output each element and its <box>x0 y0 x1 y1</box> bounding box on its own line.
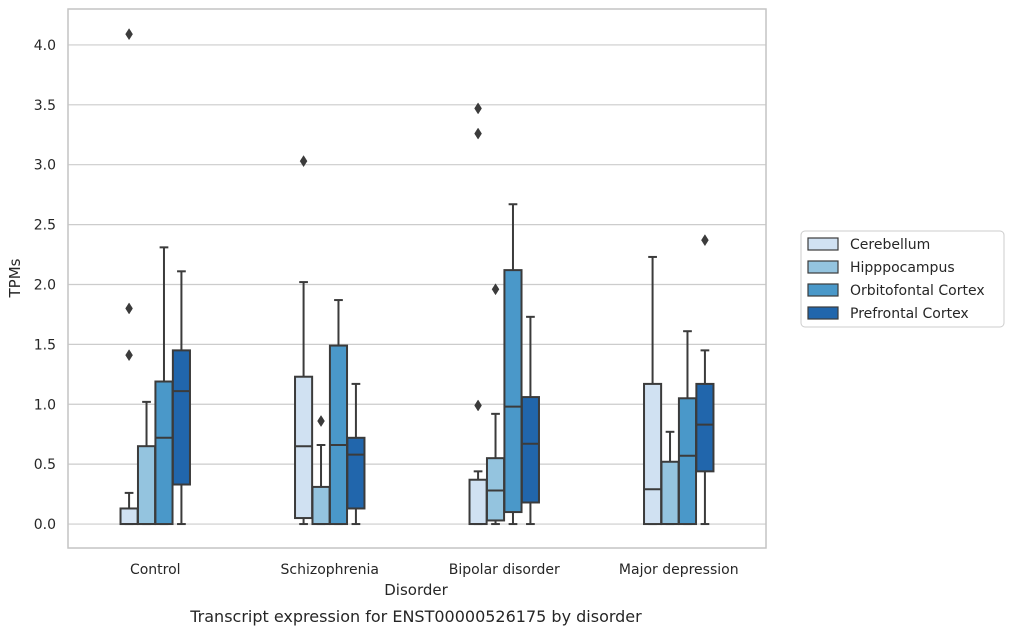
box-plot <box>695 234 715 526</box>
y-tick-label: 1.0 <box>34 397 56 413</box>
box <box>520 396 540 504</box>
x-tick-label: Control <box>130 562 181 578</box>
legend-label: Hipppocampus <box>850 260 955 276</box>
y-axis-ticks: 0.0 0.5 1.0 1.5 2.0 2.5 3.0 3.5 4.0 <box>34 38 56 533</box>
box-plot <box>154 246 174 526</box>
box-plot <box>294 155 314 526</box>
box <box>468 478 488 526</box>
legend-swatch <box>807 283 839 297</box>
box-plot <box>677 330 698 526</box>
box <box>643 382 663 526</box>
y-tick-label: 3.5 <box>34 98 56 114</box>
box <box>328 344 349 526</box>
outlier-point <box>474 399 482 412</box>
legend-label: Orbitofontal Cortex <box>850 283 985 299</box>
legend-label: Cerebellum <box>850 237 930 253</box>
outlier-point <box>474 127 482 140</box>
box-plot <box>643 255 663 526</box>
outlier-point <box>701 234 709 247</box>
y-tick-label: 3.0 <box>34 158 56 174</box>
box <box>695 382 715 473</box>
axes-frame <box>67 8 767 549</box>
x-tick-label: Schizophrenia <box>281 562 379 578</box>
box <box>346 436 366 510</box>
box-plot <box>119 28 139 526</box>
x-axis-label: Disorder <box>384 581 448 599</box>
box <box>119 507 139 526</box>
box <box>294 375 314 520</box>
box <box>136 445 157 526</box>
box-plot <box>171 270 191 526</box>
box-plot <box>328 299 349 526</box>
legend-label: Prefrontal Cortex <box>850 306 969 322</box>
box <box>311 485 331 526</box>
y-tick-label: 0.0 <box>34 517 56 533</box>
legend-swatch <box>807 306 839 320</box>
y-tick-label: 0.5 <box>34 457 56 473</box>
box <box>660 460 680 526</box>
box <box>677 397 698 526</box>
box <box>503 269 523 514</box>
x-axis-ticks: Control Schizophrenia Bipolar disorder Majo… <box>130 562 739 578</box>
box-plot <box>311 415 331 526</box>
outlier-point <box>299 155 308 168</box>
box-plot <box>503 203 523 526</box>
y-tick-label: 2.5 <box>34 218 56 234</box>
box-plot <box>468 102 488 526</box>
box <box>154 380 174 526</box>
legend: Cerebellum Hipppocampus Orbitofontal Corte… <box>800 230 1005 328</box>
box <box>171 349 191 486</box>
legend-swatch <box>807 260 839 274</box>
box-plot <box>346 382 366 526</box>
y-tick-label: 2.0 <box>34 277 56 293</box>
y-axis-label: TPMs <box>6 258 24 298</box>
outlier-point <box>125 302 133 315</box>
outlier-point <box>125 349 133 362</box>
box <box>485 457 506 522</box>
outlier-point <box>317 415 325 428</box>
x-tick-label: Bipolar disorder <box>449 562 560 578</box>
chart-caption: Transcript expression for ENST0000052617… <box>189 607 642 626</box>
y-tick-label: 1.5 <box>34 337 56 353</box>
box-plot <box>520 315 540 526</box>
legend-swatch <box>807 237 839 251</box>
box-plots <box>119 28 715 526</box>
outlier-point <box>491 283 500 296</box>
outlier-point <box>474 102 482 115</box>
x-tick-label: Major depression <box>619 562 739 578</box>
legend-frame <box>800 230 1005 328</box>
outlier-point <box>125 28 133 41</box>
y-tick-label: 4.0 <box>34 38 56 54</box>
